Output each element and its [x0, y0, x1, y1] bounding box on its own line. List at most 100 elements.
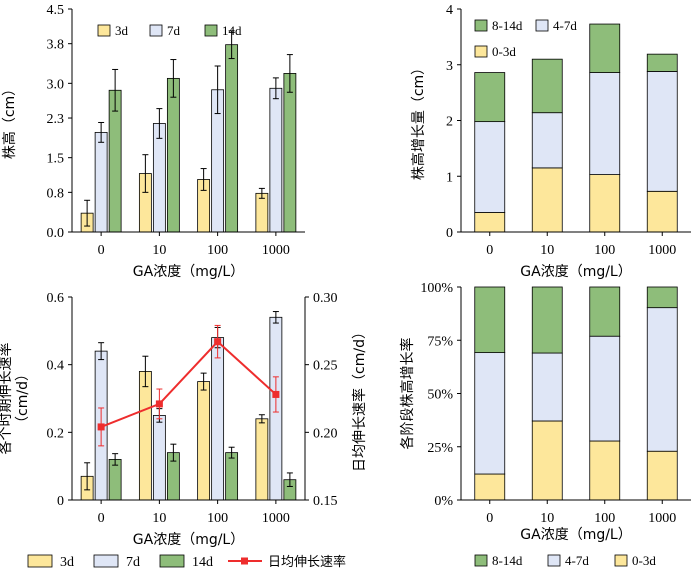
bar-8-14d-10 — [531, 58, 563, 114]
legend-3d-label: 3d — [115, 23, 129, 38]
legend-14d-swatch — [204, 24, 218, 37]
bar-7d-10 — [152, 415, 166, 501]
daily-rate-line — [100, 340, 277, 428]
y-tick-label: 100% — [420, 281, 453, 296]
x-tick-label: 0 — [486, 243, 493, 258]
bar-0-3d-1000 — [646, 450, 678, 501]
x-axis-title: GA浓度（mg/L） — [520, 527, 631, 543]
y-axis-title: 各个时期伸长速率（cm/d） — [0, 343, 31, 455]
x-tick-label: 1000 — [262, 243, 290, 258]
y-tick-label: 3 — [446, 59, 453, 74]
bar-14d-100 — [225, 452, 239, 501]
x-tick-label: 0 — [486, 511, 493, 526]
daily-rate-point-100 — [214, 338, 222, 346]
y-tick-label: 75% — [427, 334, 453, 349]
legend-4-7d-label: 4-7d — [565, 553, 589, 568]
legend-swatch-14d — [159, 554, 185, 568]
y-tick-label: 1.5 — [47, 152, 65, 167]
x-tick-label: 100 — [594, 243, 615, 258]
y-axis-title-line: （cm/d） — [15, 367, 31, 430]
bar-4-7d-0 — [474, 352, 506, 475]
x-tick-label: 10 — [152, 243, 166, 258]
x-tick-label: 10 — [540, 511, 554, 526]
y-tick-label: 2.3 — [47, 112, 65, 127]
x-tick-label: 1000 — [648, 511, 676, 526]
bar-4-7d-100 — [589, 72, 621, 175]
y-tick-label: 0.2 — [47, 426, 65, 441]
bar-14d-100 — [225, 44, 239, 233]
legend-3d-swatch — [97, 24, 111, 37]
y-tick-label: 2 — [446, 115, 453, 130]
y-axis-title: 各阶段株高增长率 — [399, 338, 416, 450]
y-tick-label: 3.8 — [47, 38, 65, 53]
legend-14d-label: 14d — [222, 23, 242, 38]
bar-4-7d-0 — [474, 121, 506, 213]
bar-7d-0 — [94, 131, 108, 233]
legend-0-3d-swatch — [474, 45, 488, 58]
y-tick-label: 0% — [434, 494, 453, 509]
legend-4-7d-swatch — [535, 19, 549, 32]
x-tick-label: 10 — [152, 511, 166, 526]
x-tick-label: 0 — [98, 511, 105, 526]
y-tick-label: 0.4 — [47, 359, 65, 374]
bar-0-3d-10 — [531, 420, 563, 501]
legend-7d-label: 7d — [167, 23, 181, 38]
bar-8-14d-0 — [474, 72, 506, 123]
y-tick-label: 0.6 — [47, 291, 65, 306]
bar-3d-100 — [197, 381, 211, 501]
legend-8-14d-swatch — [474, 19, 488, 32]
bar-4-7d-1000 — [646, 307, 678, 452]
legend-8-14d-swatch — [474, 554, 488, 567]
y-tick-label: 3.0 — [47, 77, 65, 92]
legend-swatch-7d — [93, 554, 119, 568]
bar-4-7d-1000 — [646, 71, 678, 192]
x-tick-label: 1000 — [648, 243, 676, 258]
daily-rate-point-1000 — [272, 390, 280, 398]
panel-elongation-rate: 0 0.2 0.4 0.6 0.15 0.20 0.25 0.30 0 10 100 1000 GA浓度… — [0, 291, 368, 548]
bottom-legend: 3d 7d 14d 日均伸长速率 — [27, 554, 346, 570]
x-axis-title: GA浓度（mg/L） — [520, 264, 631, 280]
legend-0-3d-label: 0-3d — [492, 44, 516, 59]
y2-tick-label: 0.30 — [313, 291, 338, 306]
legend-8-14d-label: 8-14d — [492, 18, 523, 33]
bar-4-7d-10 — [531, 352, 563, 422]
legend-8-14d-label: 8-14d — [492, 553, 523, 568]
x-axis-title: GA浓度（mg/L） — [133, 264, 244, 280]
bar-8-14d-10 — [531, 286, 563, 354]
legend-label-14d: 14d — [192, 555, 213, 570]
y-tick-label: 25% — [427, 441, 453, 456]
bar-0-3d-100 — [589, 440, 621, 501]
y-axis-title-line: 株高增长量（cm） — [410, 61, 427, 180]
panel-stage-percentage: 0% 25% 50% 75% 100% 0 10 100 1000 GA浓度（mg/L） 各阶段株高… — [399, 281, 691, 568]
panel-height-increment: 0 1 2 3 4 0 10 100 1000 GA浓度（mg/L） 株高增长量（cm） 8-14d 4… — [410, 3, 691, 280]
y-axis-title: 株高增长量（cm） — [410, 61, 427, 180]
y2-tick-label: 0.15 — [313, 494, 338, 509]
panel-plant-height: 0.0 0.8 1.5 2.3 3.0 3.8 4.5 0 10 100 1000 GA浓度（mg/L… — [1, 3, 305, 280]
daily-rate-point-0 — [97, 423, 105, 431]
y-axis-title: 株高（cm） — [1, 82, 18, 159]
legend-0-3d-label: 0-3d — [632, 553, 656, 568]
x-tick-label: 100 — [207, 511, 228, 526]
y2-axis-title-line: 日均伸长速率（cm/d） — [351, 325, 368, 472]
bar-4-7d-100 — [589, 335, 621, 442]
y-axis-title-line: 株高（cm） — [1, 82, 18, 159]
x-tick-label: 100 — [594, 511, 615, 526]
x-axis-title: GA浓度（mg/L） — [133, 532, 244, 548]
daily-rate-point-10 — [155, 400, 163, 408]
bar-3d-10 — [138, 371, 152, 501]
y-tick-label: 0 — [446, 226, 453, 241]
bar-8-14d-1000 — [646, 53, 678, 72]
y-axis-title-line: 各阶段株高增长率 — [399, 338, 416, 450]
y-tick-label: 0.0 — [47, 226, 65, 241]
bar-0-3d-0 — [474, 473, 506, 501]
legend-marker-daily-rate — [241, 557, 248, 565]
bar-8-14d-100 — [589, 23, 621, 73]
y-tick-label: 0 — [57, 494, 64, 509]
bar-4-7d-10 — [531, 112, 563, 169]
legend-0-3d-swatch — [614, 554, 628, 567]
bar-8-14d-100 — [589, 286, 621, 337]
x-tick-label: 0 — [98, 243, 105, 258]
bar-0-3d-10 — [531, 167, 563, 233]
bar-14d-1000 — [283, 73, 297, 233]
